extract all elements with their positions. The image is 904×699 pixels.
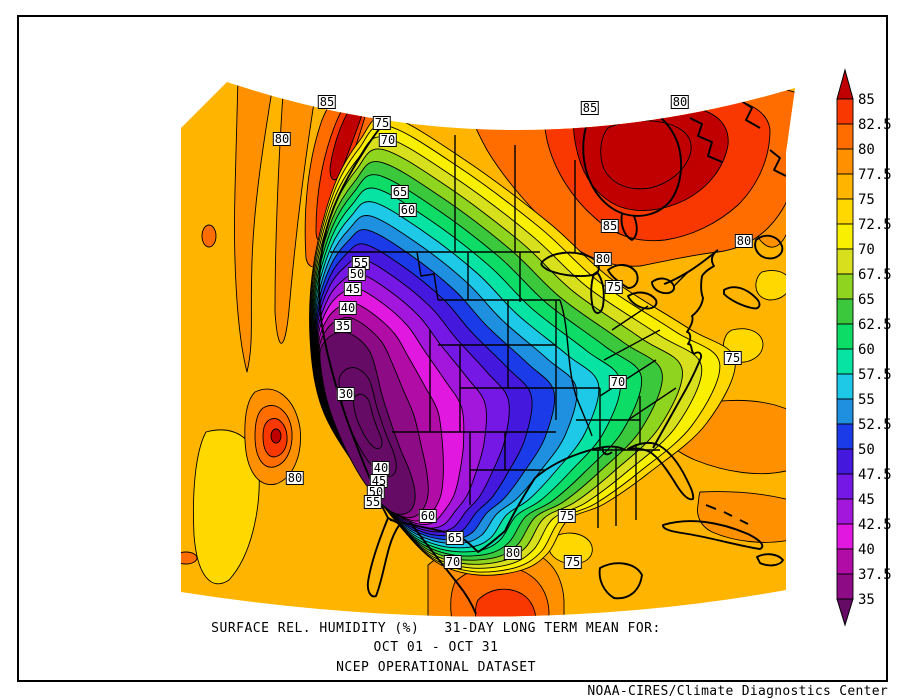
colorbar-tick-label: 42.5 xyxy=(858,517,892,533)
credit-text: NOAA-CIRES/Climate Diagnostics Center xyxy=(587,684,888,699)
colorbar-segment xyxy=(836,148,854,175)
colorbar-segment xyxy=(836,573,854,600)
florida xyxy=(627,441,695,501)
colorbar-tick-label: 77.5 xyxy=(858,167,892,183)
colorbar-tick-label: 47.5 xyxy=(858,467,892,483)
colorbar-tick-label: 60 xyxy=(858,342,875,358)
colorbar-segment xyxy=(836,373,854,400)
gulf-coastline xyxy=(504,445,626,532)
inner-contour-line xyxy=(352,393,383,450)
colorbar-segment xyxy=(836,298,854,325)
mississippi-river xyxy=(559,299,593,437)
plot-title-line3: NCEP OPERATIONAL DATASET xyxy=(336,660,536,675)
dry-bullseye-contours xyxy=(309,115,736,576)
hispaniola xyxy=(756,553,784,567)
plot-title-line1: SURFACE REL. HUMIDITY (%) 31-DAY LONG TE… xyxy=(211,621,661,636)
colorbar-segment xyxy=(836,523,854,550)
lake-michigan xyxy=(590,271,605,314)
colorbar-tick-label: 62.5 xyxy=(858,317,892,333)
plot-frame xyxy=(17,15,888,682)
western-states xyxy=(392,251,600,505)
us-canada-border xyxy=(330,251,689,287)
colorbar-tick-label: 40 xyxy=(858,542,875,558)
cuba xyxy=(662,520,764,550)
colorbar-segment xyxy=(836,98,854,125)
yucatan xyxy=(598,562,643,600)
arctic-coast xyxy=(659,91,787,177)
bahamas xyxy=(705,504,749,525)
colorbar-tick-label: 72.5 xyxy=(858,217,892,233)
lake-ontario xyxy=(651,277,675,295)
province-borders xyxy=(454,135,576,252)
colorbar-segment xyxy=(836,173,854,200)
colorbar-segment xyxy=(836,198,854,225)
colorbar-tick-label: 35 xyxy=(858,592,875,608)
lake-superior xyxy=(540,251,600,278)
colorbar-segment xyxy=(836,248,854,275)
colorbar-tick-label: 75 xyxy=(858,192,875,208)
colorbar-segment xyxy=(836,398,854,425)
colorbar-segment xyxy=(836,423,854,450)
colorbar-tick-label: 67.5 xyxy=(858,267,892,283)
lake-erie xyxy=(627,291,658,310)
colorbar-tick-label: 82.5 xyxy=(858,117,892,133)
colorbar-tick-label: 65 xyxy=(858,292,875,308)
nova-scotia xyxy=(723,286,761,310)
pacific-coastline xyxy=(318,83,416,519)
atlantic-coastline xyxy=(652,249,719,449)
colorbar-segment xyxy=(836,448,854,475)
colorbar-arrow-bottom xyxy=(836,598,854,627)
plot-title-line2: OCT 01 - OCT 31 xyxy=(373,640,499,655)
james-bay xyxy=(620,213,638,241)
colorbar-tick-label: 70 xyxy=(858,242,875,258)
colorbar-tick-label: 85 xyxy=(858,92,875,108)
colorbar-segment xyxy=(836,273,854,300)
colorbar: 85 82.5 80 77.5 75 72.5 70 67.5 65 62.5 60 57.5 55 52… xyxy=(836,68,892,627)
colorbar-segment xyxy=(836,548,854,575)
colorbar-tick-label: 80 xyxy=(858,142,875,158)
coastlines xyxy=(318,83,787,615)
colorbar-tick-label: 52.5 xyxy=(858,417,892,433)
colorbar-segment xyxy=(836,223,854,250)
colorbar-tick-label: 57.5 xyxy=(858,367,892,383)
eastern-states xyxy=(576,305,677,528)
colorbar-tick-label: 50 xyxy=(858,442,875,458)
colorbar-arrow-top xyxy=(836,68,854,100)
colorbar-tick-label: 37.5 xyxy=(858,567,892,583)
colorbar-segment xyxy=(836,498,854,525)
contour-ring xyxy=(319,331,416,515)
colorbar-tick-label: 45 xyxy=(858,492,875,508)
colorbar-segment xyxy=(836,123,854,150)
colorbar-segment xyxy=(836,473,854,500)
newfoundland xyxy=(754,234,784,260)
colorbar-tick-label: 55 xyxy=(858,392,875,408)
state-borders xyxy=(330,135,689,528)
mexico-west-coast xyxy=(409,521,477,615)
colorbar-segment xyxy=(836,348,854,375)
geography-lines xyxy=(318,83,787,615)
colorbar-segment xyxy=(836,323,854,350)
baja-peninsula xyxy=(366,517,401,598)
